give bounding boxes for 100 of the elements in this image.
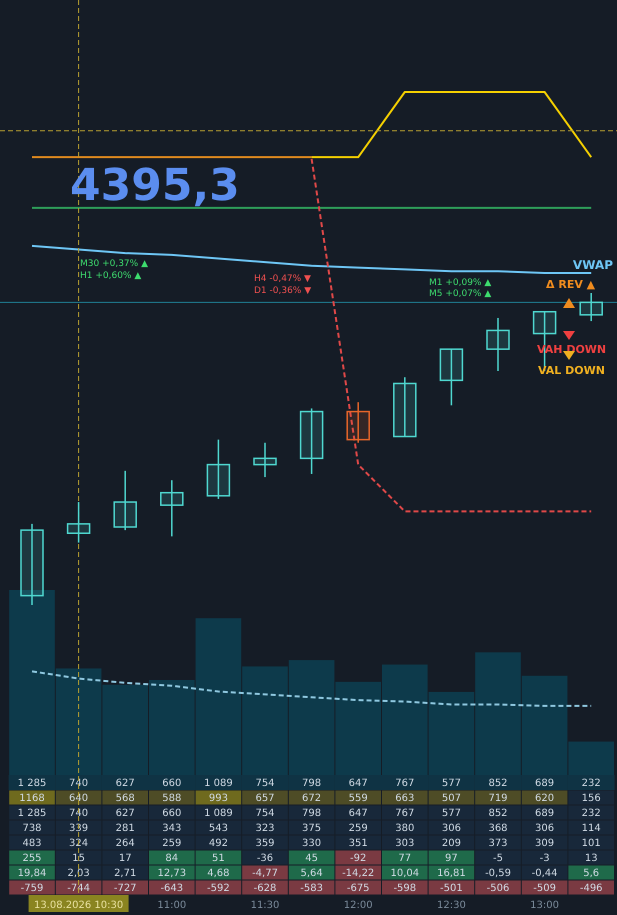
data-label: 620 xyxy=(535,793,554,804)
data-label: 16,81 xyxy=(437,868,466,879)
data-label: -744 xyxy=(67,883,90,894)
data-label: -583 xyxy=(300,883,323,894)
data-label: 51 xyxy=(212,853,225,864)
data-label: 660 xyxy=(162,808,182,819)
annotation: H1 +0,60% ▲ xyxy=(80,271,142,281)
x-tick-label: 13:00 xyxy=(530,900,560,911)
candlestick xyxy=(579,292,603,322)
data-label: 5,6 xyxy=(583,868,600,879)
data-label: 492 xyxy=(208,838,228,849)
data-label: 114 xyxy=(582,823,601,834)
data-label: 852 xyxy=(488,808,508,819)
data-label: 156 xyxy=(582,793,601,804)
data-label: 559 xyxy=(348,793,368,804)
x-tick-label: 12:30 xyxy=(436,900,466,911)
data-label: -4,77 xyxy=(252,868,278,879)
candlestick xyxy=(206,438,230,500)
data-label: -36 xyxy=(256,853,274,864)
data-label: 323 xyxy=(255,823,275,834)
data-label: -506 xyxy=(486,883,510,894)
data-label: 647 xyxy=(348,808,368,819)
data-label: 359 xyxy=(255,838,275,849)
text: Δ REV ▲ xyxy=(546,278,596,291)
data-label: -643 xyxy=(160,883,184,894)
candlestick xyxy=(66,501,90,544)
data-label: 303 xyxy=(395,838,414,849)
data-label: 13 xyxy=(584,853,598,864)
data-label: 1168 xyxy=(19,793,45,804)
data-label: -0,59 xyxy=(485,868,511,879)
data-label: -598 xyxy=(393,883,416,894)
data-label: 798 xyxy=(302,808,322,819)
data-label: 351 xyxy=(348,838,368,849)
data-label: 324 xyxy=(69,838,88,849)
data-label: 17 xyxy=(118,853,132,864)
data-label: 647 xyxy=(348,778,368,789)
data-label: 740 xyxy=(69,778,88,789)
data-label: 767 xyxy=(395,808,414,819)
candlestick xyxy=(393,376,417,438)
data-label: 798 xyxy=(302,778,322,789)
data-label: 97 xyxy=(445,853,458,864)
data-label: 45 xyxy=(305,853,318,864)
candlestick xyxy=(486,317,510,372)
data-label: 259 xyxy=(348,823,368,834)
data-label: -501 xyxy=(440,883,463,894)
data-label: 1 089 xyxy=(204,778,233,789)
data-label: 12,73 xyxy=(157,868,186,879)
data-label: -5 xyxy=(493,853,503,864)
data-label: -3 xyxy=(540,853,550,864)
data-label: 375 xyxy=(302,823,322,834)
annotation: D1 -0,36% ▼ xyxy=(254,286,312,296)
data-label: -759 xyxy=(20,883,44,894)
data-label: 577 xyxy=(442,778,461,789)
data-label: -675 xyxy=(346,883,370,894)
data-label: 259 xyxy=(162,838,182,849)
data-label: 4,68 xyxy=(207,868,230,879)
data-label: 483 xyxy=(22,838,42,849)
data-label: 309 xyxy=(535,838,554,849)
data-label: 232 xyxy=(582,778,601,789)
data-label: 1 285 xyxy=(18,778,46,789)
data-label: 255 xyxy=(22,853,42,864)
data-label: 1 285 xyxy=(18,808,46,819)
data-label: 339 xyxy=(69,823,88,834)
data-label: 2,71 xyxy=(114,868,136,879)
x-tick-label: 11:30 xyxy=(250,900,280,911)
data-label: 754 xyxy=(255,808,275,819)
annotation: M30 +0,37% ▲ xyxy=(80,259,148,269)
text: H4 -0,47% ▼ xyxy=(254,274,312,284)
data-label: -628 xyxy=(254,883,276,894)
data-label: 77 xyxy=(398,853,412,864)
data-label: 672 xyxy=(302,793,322,804)
data-label: 507 xyxy=(442,793,461,804)
data-label: 627 xyxy=(116,778,135,789)
data-label: -0,44 xyxy=(532,868,558,879)
data-label: 10,04 xyxy=(390,868,420,879)
series-label: VWAP xyxy=(572,258,614,272)
data-label: 84 xyxy=(165,853,178,864)
candlestick xyxy=(20,523,44,606)
data-label: 306 xyxy=(535,823,554,834)
candlestick xyxy=(160,479,184,538)
data-label: 19,84 xyxy=(18,868,46,879)
candlestick xyxy=(346,401,370,444)
data-label: 577 xyxy=(442,808,461,819)
annotation: VAL DOWN xyxy=(538,364,605,377)
data-label: 852 xyxy=(488,778,508,789)
data-label: -14,22 xyxy=(342,868,374,879)
data-label: 657 xyxy=(255,793,275,804)
data-label: 368 xyxy=(488,823,508,834)
data-label: 380 xyxy=(395,823,414,834)
data-label: -496 xyxy=(580,883,603,894)
data-label: 719 xyxy=(488,793,508,804)
data-label: 209 xyxy=(442,838,461,849)
x-tick-label: 13.08.2026 10:30 xyxy=(34,900,124,911)
data-label: 543 xyxy=(208,823,228,834)
data-label: 627 xyxy=(116,808,135,819)
data-label: 738 xyxy=(22,823,42,834)
data-label: 5,64 xyxy=(300,868,323,879)
annotation: M5 +0,07% ▲ xyxy=(429,289,492,299)
x-tick-label: 11:00 xyxy=(157,900,186,911)
data-label: 767 xyxy=(395,778,414,789)
